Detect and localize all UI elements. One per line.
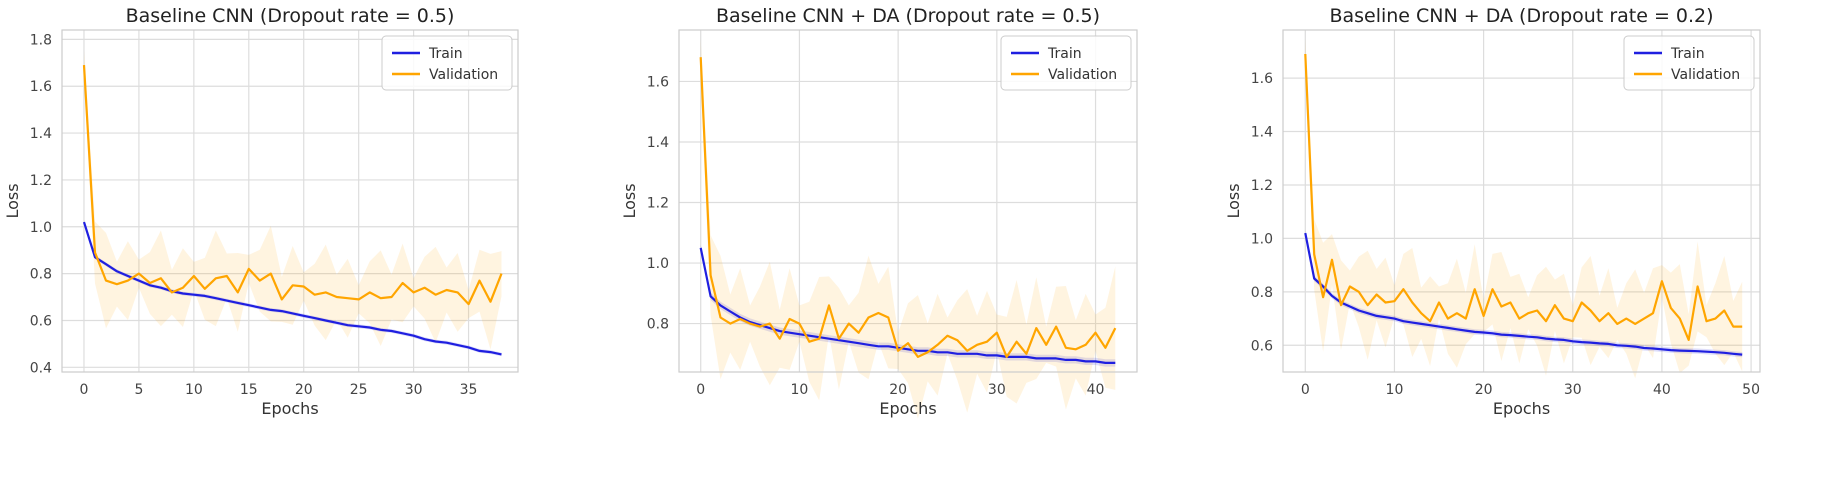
legend-label: Validation [1048,67,1117,83]
x-tick-label: 30 [1564,382,1582,398]
y-tick-label: 1.4 [647,135,669,151]
plot-frame [678,29,1138,373]
y-tick-label: 1.4 [30,126,52,142]
x-tick-label: 20 [1475,382,1493,398]
legend-box [1623,35,1755,91]
y-axis-label: Loss [3,183,22,218]
chart-title: Baseline CNN + DA (Dropout rate = 0.5) [716,5,1100,27]
x-tick-label: 25 [350,382,368,398]
y-tick-label: 1.2 [1251,178,1273,194]
x-tick-label: 40 [1087,382,1105,398]
plot-frame [1282,29,1761,373]
x-axis-label: Epochs [879,399,936,418]
x-axis-label: Epochs [1493,399,1550,418]
y-tick-label: 0.8 [30,267,52,283]
chart-title: Baseline CNN + DA (Dropout rate = 0.2) [1329,5,1713,27]
x-tick-label: 10 [1386,382,1404,398]
y-tick-label: 0.8 [647,317,669,333]
chart-title: Baseline CNN (Dropout rate = 0.5) [126,5,455,27]
y-tick-label: 1.6 [1251,71,1273,87]
x-tick-label: 50 [1742,382,1760,398]
legend-box [1000,35,1132,91]
y-tick-label: 1.0 [30,220,52,236]
x-tick-label: 10 [791,382,809,398]
x-tick-label: 40 [1653,382,1671,398]
series-line-validation [699,57,1117,358]
x-tick-label: 35 [460,382,478,398]
series-band-validation [700,39,1116,419]
y-tick-label: 0.6 [30,313,52,329]
y-tick-label: 1.2 [30,173,52,189]
legend-label: Train [1047,46,1082,62]
series-line-train [1304,232,1743,356]
y-axis-label: Loss [1224,183,1243,218]
legend-label: Validation [1671,67,1740,83]
series-band-validation [1305,38,1743,379]
x-tick-label: 0 [1301,382,1310,398]
x-tick-label: 10 [185,382,203,398]
x-tick-label: 20 [295,382,313,398]
legend-label: Validation [429,67,498,83]
series-line-validation [1304,53,1743,341]
plot-frame [61,29,519,373]
y-tick-label: 0.8 [1251,285,1273,301]
x-tick-label: 0 [80,382,89,398]
loss-chart-panel-1: 0.4 0.6 0.8 1.0 1.2 1.4 1.6 1.8 0 5 10 15 20 25 30 35 Ba… [3,5,519,418]
y-axis-label: Loss [620,183,639,218]
x-tick-label: 30 [405,382,423,398]
y-tick-label: 0.4 [30,360,52,376]
series-line-train [699,247,1116,364]
loss-chart-panel-2: 0.8 1.0 1.2 1.4 1.6 0 10 20 30 40 Baseline CNN + D… [620,5,1138,419]
y-tick-label: 0.6 [1251,338,1273,354]
legend-label: Train [428,46,463,62]
x-tick-label: 20 [889,382,907,398]
y-tick-label: 1.6 [647,74,669,90]
y-tick-label: 1.2 [647,196,669,212]
series-line-validation [82,65,503,306]
x-axis-label: Epochs [261,399,318,418]
x-tick-label: 30 [988,382,1006,398]
y-tick-label: 1.0 [1251,231,1273,247]
series-band-validation [84,51,502,350]
x-tick-label: 0 [696,382,705,398]
loss-chart-panel-3: 0.6 0.8 1.0 1.2 1.4 1.6 0 10 20 30 40 50 Baseline CN… [1224,5,1761,418]
y-tick-label: 1.4 [1251,125,1273,141]
x-tick-label: 5 [134,382,143,398]
y-tick-label: 1.6 [30,79,52,95]
y-tick-label: 1.0 [647,256,669,272]
y-tick-label: 1.8 [30,32,52,48]
x-tick-label: 15 [240,382,258,398]
series-line-train [82,221,502,356]
legend-label: Train [1670,46,1705,62]
legend-box [381,35,513,91]
